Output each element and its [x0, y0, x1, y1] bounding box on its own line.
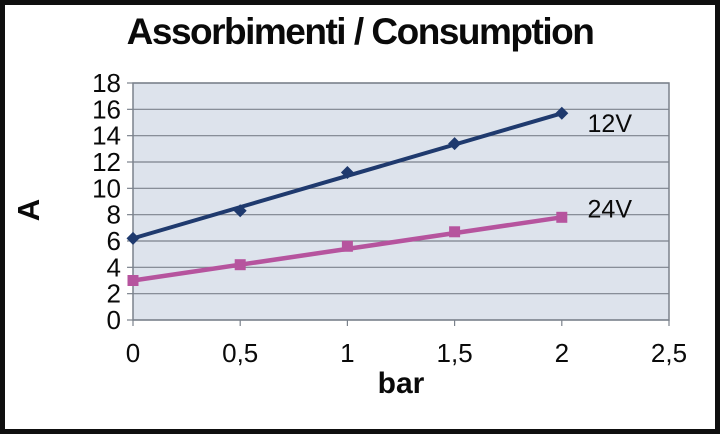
x-tick-label: 2: [555, 338, 569, 368]
y-tick-label: 2: [107, 279, 121, 309]
y-tick-label: 6: [107, 226, 121, 256]
plot-border: [132, 82, 670, 321]
marker-square-24v: [127, 275, 139, 286]
y-tick-label: 0: [107, 305, 121, 335]
x-axis-title: bar: [377, 367, 425, 400]
marker-diamond-12v: [126, 231, 140, 245]
y-tick-label: 10: [92, 173, 121, 203]
marker-square-24v: [449, 226, 461, 238]
x-tick-label: 1,5: [437, 338, 473, 368]
plot-area: [133, 83, 669, 320]
y-tick-label: 8: [107, 200, 121, 230]
x-tick-label: 1: [340, 338, 354, 368]
x-tick-label: 2,5: [651, 338, 687, 368]
y-tick-label: 16: [92, 94, 121, 124]
y-tick-label: 4: [107, 252, 121, 282]
series-label-24v: 24V: [588, 196, 633, 224]
marker-square-24v: [341, 240, 353, 252]
x-tick-label: 0: [126, 338, 140, 368]
marker-square-24v: [234, 259, 246, 271]
series-label-12v: 12V: [588, 110, 633, 138]
marker-diamond-12v: [555, 106, 569, 120]
y-tick-label: 18: [92, 68, 121, 98]
marker-diamond-12v: [233, 204, 247, 218]
marker-diamond-12v: [340, 166, 354, 180]
chart-title: Assorbimenti / Consumption: [126, 11, 595, 52]
marker-diamond-12v: [448, 137, 462, 151]
y-tick-label: 12: [92, 147, 121, 177]
marker-square-24v: [556, 211, 568, 223]
y-tick-label: 14: [92, 121, 121, 151]
x-tick-label: 0,5: [222, 338, 258, 368]
